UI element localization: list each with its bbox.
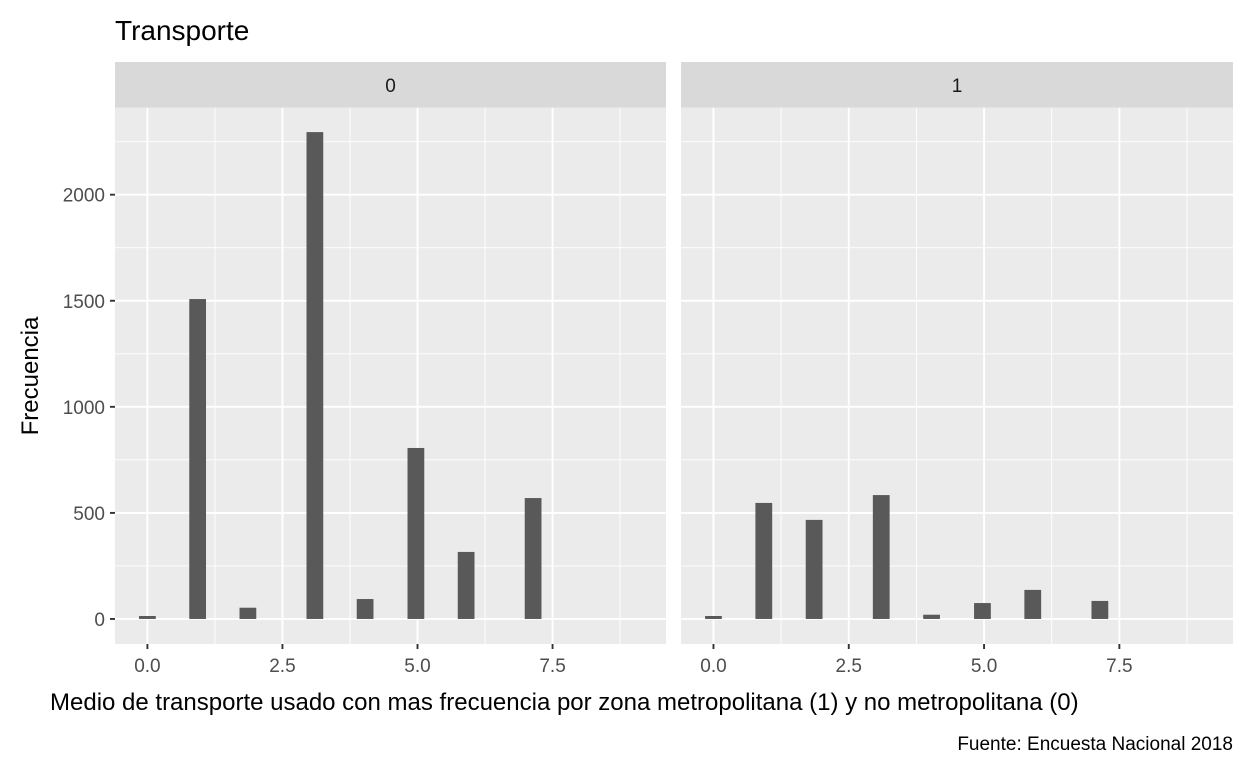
x-tick-label: 2.5	[269, 656, 295, 677]
panel-background	[115, 107, 666, 644]
histogram-bar	[1091, 600, 1109, 619]
x-tick-label: 0.0	[700, 656, 726, 677]
histogram-bar	[139, 615, 156, 619]
chart-title: Transporte	[115, 15, 249, 46]
x-tick-label: 5.0	[404, 656, 430, 677]
x-tick-label: 2.5	[836, 656, 862, 677]
histogram-bar	[1024, 589, 1042, 619]
facet-panel-1: 1 0.0 2.5 5.0 7.5	[681, 62, 1233, 677]
facet-strip-label: 0	[385, 76, 396, 97]
histogram-bar	[524, 498, 542, 619]
x-tick-label: 7.5	[1106, 656, 1132, 677]
histogram-bar	[974, 603, 991, 619]
histogram-bar	[805, 519, 823, 619]
y-tick-label: 500	[73, 504, 105, 525]
histogram-bar	[457, 551, 475, 619]
facet-strip-label: 1	[952, 76, 963, 97]
y-tick-label: 1000	[63, 398, 105, 419]
histogram-bar	[872, 495, 890, 619]
histogram-bar	[407, 447, 425, 619]
histogram-bar	[356, 599, 374, 619]
histogram-bar	[923, 614, 940, 619]
x-tick-label: 7.5	[539, 656, 565, 677]
histogram-bar	[705, 615, 722, 619]
histogram-bar	[189, 299, 207, 619]
histogram-bar	[306, 132, 324, 619]
y-axis: 0 500 1000 1500 2000	[63, 186, 115, 631]
x-tick-label: 0.0	[134, 656, 160, 677]
histogram-bar	[755, 502, 773, 619]
histogram-bar	[239, 607, 257, 619]
y-axis-title: Frecuencia	[17, 316, 44, 435]
chart-caption: Fuente: Encuesta Nacional 2018	[957, 734, 1233, 755]
facet-strip	[115, 62, 666, 108]
y-tick-label: 1500	[63, 292, 105, 313]
y-tick-label: 2000	[63, 186, 105, 207]
facet-strip	[681, 62, 1233, 108]
x-tick-label: 5.0	[971, 656, 997, 677]
y-tick-label: 0	[94, 610, 105, 631]
facet-panel-0: 0 0.0 2.5 5.0 7.5	[115, 62, 666, 677]
panel-background	[681, 107, 1233, 644]
facet-panels: 0 0.0 2.5 5.0 7.5 1 0.0 2.5 5.0 7.5	[115, 62, 1233, 677]
x-axis-title: Medio de transporte usado con mas frecue…	[50, 689, 1079, 716]
